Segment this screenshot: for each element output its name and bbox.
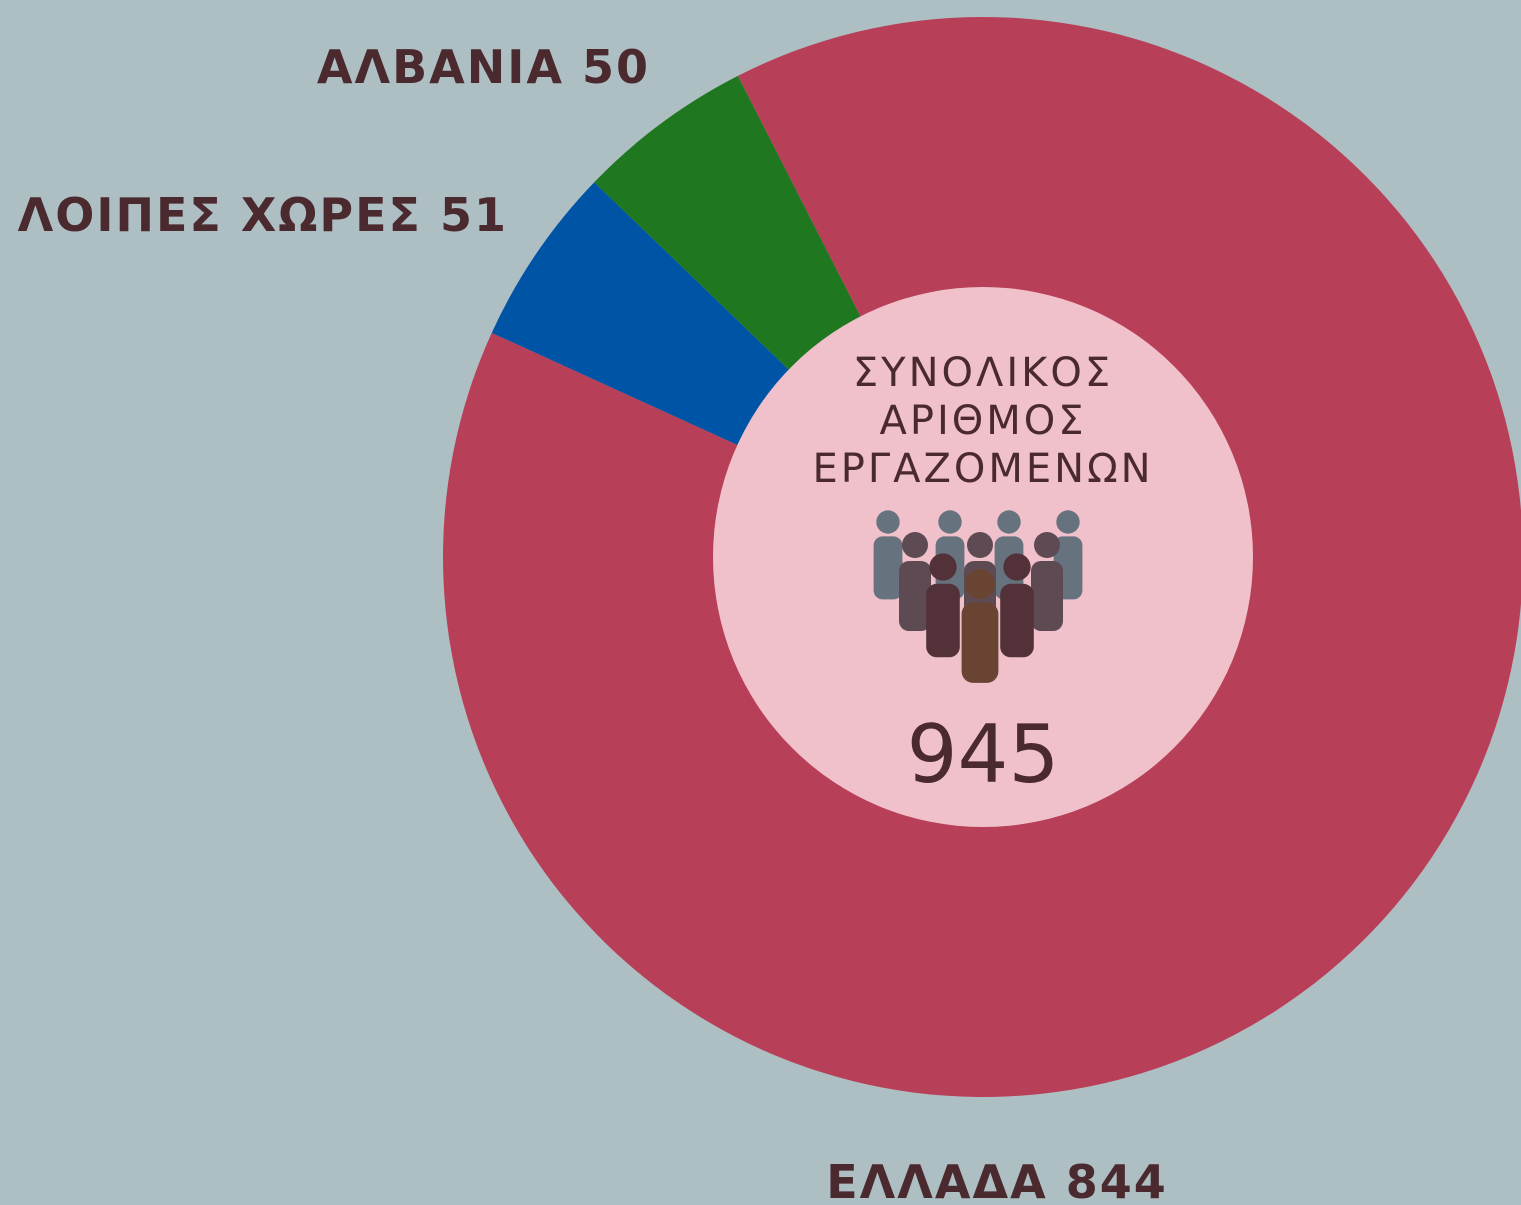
center-label: ΣΥΝΟΛΙΚΟΣ [853, 350, 1113, 396]
label-name: ΕΛΛΑΔΑ [826, 1155, 1047, 1205]
person-head [967, 532, 993, 558]
person-body [961, 602, 999, 683]
slice-label: ΕΛΛΑΔΑ 844 [826, 1155, 1167, 1205]
person-body [1000, 583, 1034, 658]
label-value: 844 [1066, 1155, 1168, 1205]
person-body [1031, 561, 1063, 631]
label-name: ΑΛΒΑΝΙΑ [317, 40, 564, 94]
label-value: 50 [582, 40, 650, 94]
person-head [876, 510, 900, 534]
person-head [1056, 510, 1080, 534]
person-head [938, 510, 962, 534]
center-label: ΕΡΓΑΖΟΜΕΝΩΝ [812, 446, 1153, 492]
person-body [926, 583, 960, 658]
person-head [965, 569, 995, 599]
person-head [1034, 532, 1060, 558]
person-head [902, 532, 928, 558]
label-value: 51 [440, 188, 508, 242]
total: 945 [907, 708, 1060, 801]
person-head [929, 553, 957, 581]
person-head [1003, 553, 1031, 581]
person-body [873, 536, 903, 600]
person-head [997, 510, 1021, 534]
people-icon [873, 510, 1083, 683]
slice-label: ΛΟΙΠΕΣ ΧΩΡΕΣ 51 [18, 188, 508, 242]
person-body [899, 561, 931, 631]
slice-label: ΑΛΒΑΝΙΑ 50 [317, 40, 650, 94]
label-name: ΛΟΙΠΕΣ ΧΩΡΕΣ [18, 188, 422, 242]
center-label: ΑΡΙΘΜΟΣ [879, 398, 1086, 444]
